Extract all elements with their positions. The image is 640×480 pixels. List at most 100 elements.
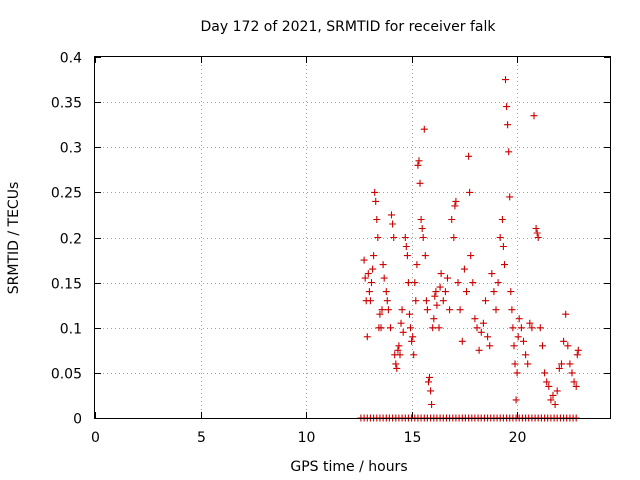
data-point (560, 337, 568, 345)
data-point (539, 342, 546, 350)
data-point (425, 378, 432, 386)
data-point (555, 364, 563, 372)
data-point (562, 310, 570, 318)
data-point (389, 220, 397, 228)
data-point (570, 378, 578, 386)
y-tick-label: 0 (73, 412, 82, 428)
x-tick-label: 0 (91, 430, 100, 446)
data-point (498, 216, 506, 223)
y-tick-label: 0.05 (51, 367, 82, 383)
data-point (429, 324, 437, 332)
y-tick-label: 0.2 (60, 232, 82, 248)
data-point (543, 378, 551, 386)
data-point (502, 76, 509, 84)
plot-frame (94, 56, 611, 419)
data-point (433, 301, 441, 309)
data-point (380, 274, 388, 282)
y-tick-label: 0.15 (51, 277, 82, 293)
data-point (465, 152, 473, 160)
data-point (409, 333, 417, 341)
data-point (384, 306, 392, 314)
data-point (366, 297, 374, 305)
data-point (547, 396, 555, 404)
data-point (466, 188, 474, 196)
data-point (526, 319, 534, 327)
data-point (431, 292, 439, 300)
data-point (416, 179, 424, 187)
data-point (364, 270, 372, 278)
data-point (517, 324, 525, 332)
data-point (413, 261, 421, 269)
data-point (505, 148, 513, 156)
data-point (512, 396, 520, 404)
data-point (515, 315, 523, 323)
data-point (532, 225, 540, 232)
data-point (454, 279, 462, 287)
data-point (496, 234, 504, 241)
data-point (387, 324, 394, 332)
data-point (520, 337, 527, 345)
data-point (477, 328, 485, 336)
data-point (427, 387, 435, 395)
data-point (522, 351, 530, 359)
data-point (486, 342, 494, 350)
data-point (504, 121, 512, 129)
data-point (372, 197, 380, 205)
data-point (479, 319, 487, 327)
data-point (492, 306, 500, 314)
data-point (370, 252, 378, 260)
data-point (436, 283, 444, 291)
data-point (402, 243, 410, 250)
x-tick-label: 15 (404, 430, 422, 446)
data-point (467, 252, 475, 260)
data-point (510, 342, 518, 350)
data-point (420, 125, 428, 133)
data-point (507, 288, 515, 296)
data-point (511, 360, 519, 368)
x-axis-label: GPS time / hours (290, 459, 407, 475)
data-point (451, 202, 459, 210)
data-point (452, 197, 460, 205)
data-point (534, 234, 542, 241)
y-tick-label: 0.4 (60, 51, 82, 67)
data-point (415, 157, 423, 165)
data-point (494, 279, 502, 287)
data-point (508, 306, 516, 314)
y-tick-label: 0.3 (60, 141, 82, 157)
y-tick-label: 0.25 (51, 186, 82, 202)
data-point (448, 216, 456, 223)
data-point (393, 364, 401, 372)
data-point (371, 188, 379, 196)
data-point (412, 297, 420, 305)
x-tick-label: 20 (509, 430, 527, 446)
data-point (450, 234, 458, 241)
data-point (446, 306, 454, 314)
data-point (564, 342, 572, 350)
data-point (506, 193, 514, 201)
data-point (374, 234, 382, 241)
data-point (549, 391, 557, 399)
data-point (388, 211, 395, 219)
x-tick-label: 5 (197, 430, 206, 446)
data-point (411, 279, 419, 287)
data-point (394, 346, 402, 354)
data-point (361, 274, 369, 282)
data-point (373, 216, 381, 223)
data-point (530, 112, 538, 120)
data-point (553, 387, 561, 395)
y-tick-label: 0.1 (60, 322, 82, 338)
data-point (396, 351, 404, 359)
grid (95, 57, 610, 418)
data-point (574, 346, 582, 354)
data-point (484, 333, 492, 341)
data-point (422, 297, 430, 305)
data-point (568, 369, 576, 377)
data-point (572, 382, 580, 390)
data-point (541, 369, 549, 377)
data-point (441, 288, 449, 296)
data-point (573, 351, 581, 359)
data-points (357, 76, 582, 422)
data-point (475, 346, 483, 354)
data-point (503, 103, 511, 111)
